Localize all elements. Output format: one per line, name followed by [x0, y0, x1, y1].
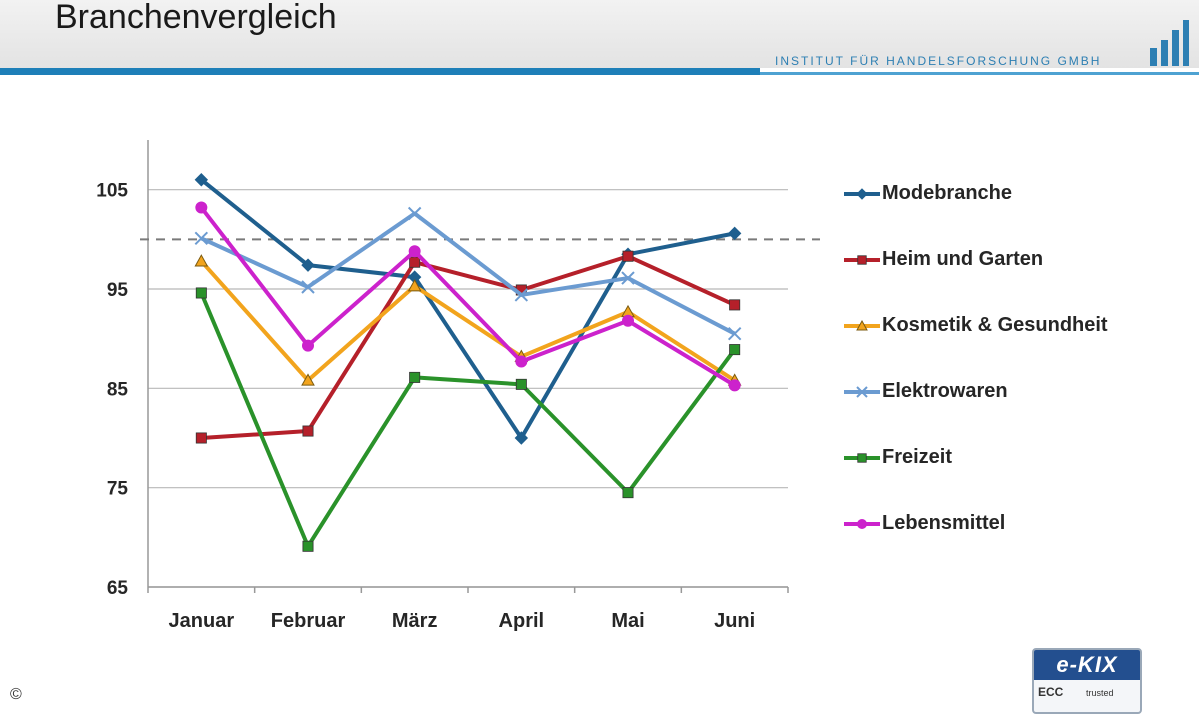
- data-point-stroke: [301, 280, 315, 294]
- legend-label: Modebranche: [882, 182, 1013, 204]
- legend-item: Heim und Garten: [842, 244, 1172, 274]
- legend-label: Freizeit: [882, 446, 953, 468]
- data-point: [195, 201, 208, 214]
- series-line: [200, 211, 736, 336]
- header-rule-light: [760, 72, 1199, 75]
- data-point-stroke: [514, 288, 529, 302]
- data-point: [302, 425, 314, 437]
- data-point: [301, 258, 315, 272]
- data-point: [407, 206, 422, 221]
- y-tick-label: 95: [107, 280, 129, 301]
- data-point: [302, 540, 314, 552]
- legend-item: Freizeit: [842, 442, 1172, 472]
- x-tick-label: Mai: [611, 610, 644, 632]
- legend-swatch: [844, 453, 880, 463]
- ekix-badge-title: e-KIX: [1034, 650, 1140, 680]
- data-point: [727, 326, 742, 341]
- data-point: [729, 344, 741, 356]
- institute-name: INSTITUT FÜR HANDELSFORSCHUNG GMBH: [775, 54, 1102, 68]
- y-tick-label: 65: [107, 578, 129, 599]
- ekix-badge-ecc: ECC: [1038, 685, 1064, 699]
- x-tick-label: Juni: [714, 610, 755, 632]
- legend-label: Kosmetik & Gesundheit: [882, 314, 1108, 336]
- data-point: [515, 355, 528, 368]
- data-point: [857, 519, 867, 529]
- data-point: [622, 250, 634, 262]
- y-tick-label: 75: [107, 479, 129, 500]
- institute-logo-icon: [1150, 20, 1189, 66]
- legend-item: Modebranche: [842, 178, 1172, 208]
- data-point-stroke: [194, 231, 209, 246]
- legend-item: Kosmetik & Gesundheit: [842, 310, 1172, 340]
- legend-label: Elektrowaren: [882, 380, 1008, 402]
- line-chart: 65 75 85 95 105 Januar Februar März April Mai Juni: [96, 140, 820, 632]
- legend-swatch: [844, 519, 880, 529]
- data-point: [622, 314, 634, 327]
- data-point: [195, 432, 207, 444]
- data-point: [727, 226, 742, 241]
- data-point-stroke: [727, 326, 742, 341]
- data-point: [621, 271, 635, 285]
- legend-swatch: [844, 188, 880, 200]
- ekix-badge-small: trusted: [1086, 688, 1114, 698]
- data-point: [194, 231, 209, 246]
- legend-item: Lebensmittel: [842, 508, 1172, 538]
- data-point: [857, 255, 867, 265]
- x-tick-label: Januar: [169, 610, 235, 632]
- y-tick-label: 85: [107, 379, 129, 400]
- series-line: [200, 178, 736, 440]
- slide-header: Branchenvergleich INSTITUT FÜR HANDELSFO…: [0, 0, 1199, 68]
- legend-swatch: [844, 255, 880, 265]
- data-point-stroke: [407, 206, 422, 221]
- data-point: [856, 386, 868, 398]
- series-line: [201, 254, 736, 440]
- data-point: [856, 188, 868, 200]
- ekix-badge: e-KIX ECC trusted: [1032, 648, 1142, 714]
- data-point: [514, 288, 529, 302]
- legend-label: Lebensmittel: [882, 512, 1006, 534]
- x-tick-label: Februar: [271, 610, 346, 632]
- legend-swatch: [844, 386, 880, 398]
- data-point: [857, 453, 867, 463]
- data-point: [409, 371, 421, 383]
- data-point: [409, 256, 421, 268]
- data-point: [622, 487, 634, 499]
- legend-swatch: [844, 319, 880, 331]
- y-tick-label: 105: [96, 181, 128, 202]
- data-point-stroke: [621, 271, 635, 285]
- data-point: [515, 378, 527, 390]
- data-point: [302, 339, 314, 352]
- data-point: [728, 379, 741, 392]
- data-point: [407, 278, 422, 292]
- data-point: [194, 254, 209, 267]
- data-point: [514, 431, 529, 445]
- series-line: [199, 292, 737, 549]
- data-point: [856, 319, 868, 331]
- header-rule-dark: [0, 68, 760, 75]
- series-line: [199, 259, 736, 383]
- x-tick-label: März: [392, 610, 438, 632]
- data-point-stroke: [856, 386, 868, 398]
- copyright-icon: ©: [10, 686, 22, 703]
- data-point: [195, 287, 207, 299]
- series-line: [199, 206, 736, 388]
- data-point: [301, 280, 315, 294]
- data-point: [194, 173, 209, 187]
- legend-label: Heim und Garten: [882, 248, 1044, 270]
- legend-item: Elektrowaren: [842, 376, 1172, 406]
- data-point: [408, 245, 421, 258]
- data-point: [301, 373, 315, 386]
- page-title: Branchenvergleich: [55, 0, 337, 36]
- data-point: [729, 299, 741, 311]
- x-tick-label: April: [499, 610, 545, 632]
